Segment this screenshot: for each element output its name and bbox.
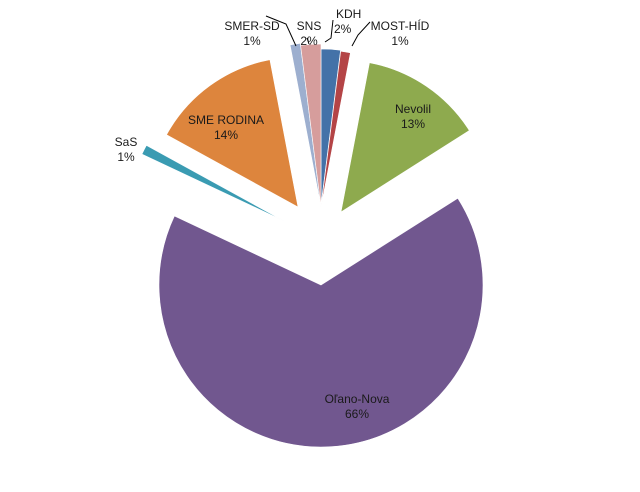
slice-label-sme-rodina: SME RODINA 14% <box>188 113 264 142</box>
pie-slice-sns <box>300 43 322 208</box>
slice-label-sas: SaS 1% <box>115 135 138 164</box>
leader-line-most-hid <box>351 21 371 47</box>
slice-label-sns: SNS 2% <box>297 19 322 48</box>
pie-slices <box>141 42 484 448</box>
pie-slice-sas <box>141 144 285 222</box>
slice-label-kdh: KDH 2% <box>334 7 361 36</box>
slice-label-olano-nova: Oľano-Nova 66% <box>325 392 390 421</box>
leader-line-kdh <box>324 19 334 43</box>
pie-slice-olano-nova <box>158 197 484 448</box>
pie-slice-sme-rodina <box>166 59 299 208</box>
pie-slice-most-hid <box>320 50 351 208</box>
slice-label-most-hid: MOST-HÍD 1% <box>371 18 430 48</box>
slice-label-smer-sd: SMER-SD 1% <box>224 19 280 48</box>
leader-line-sns <box>306 37 310 45</box>
slice-labels: KDH 2% MOST-HÍD 1% Nevolil 13% Oľano-Nova 66% Sa… <box>115 7 431 421</box>
leader-lines <box>265 15 371 47</box>
pie-slice-nevolil <box>340 62 470 213</box>
leader-line-smer-sd <box>265 15 297 47</box>
slice-label-nevolil: Nevolil 13% <box>395 102 431 131</box>
